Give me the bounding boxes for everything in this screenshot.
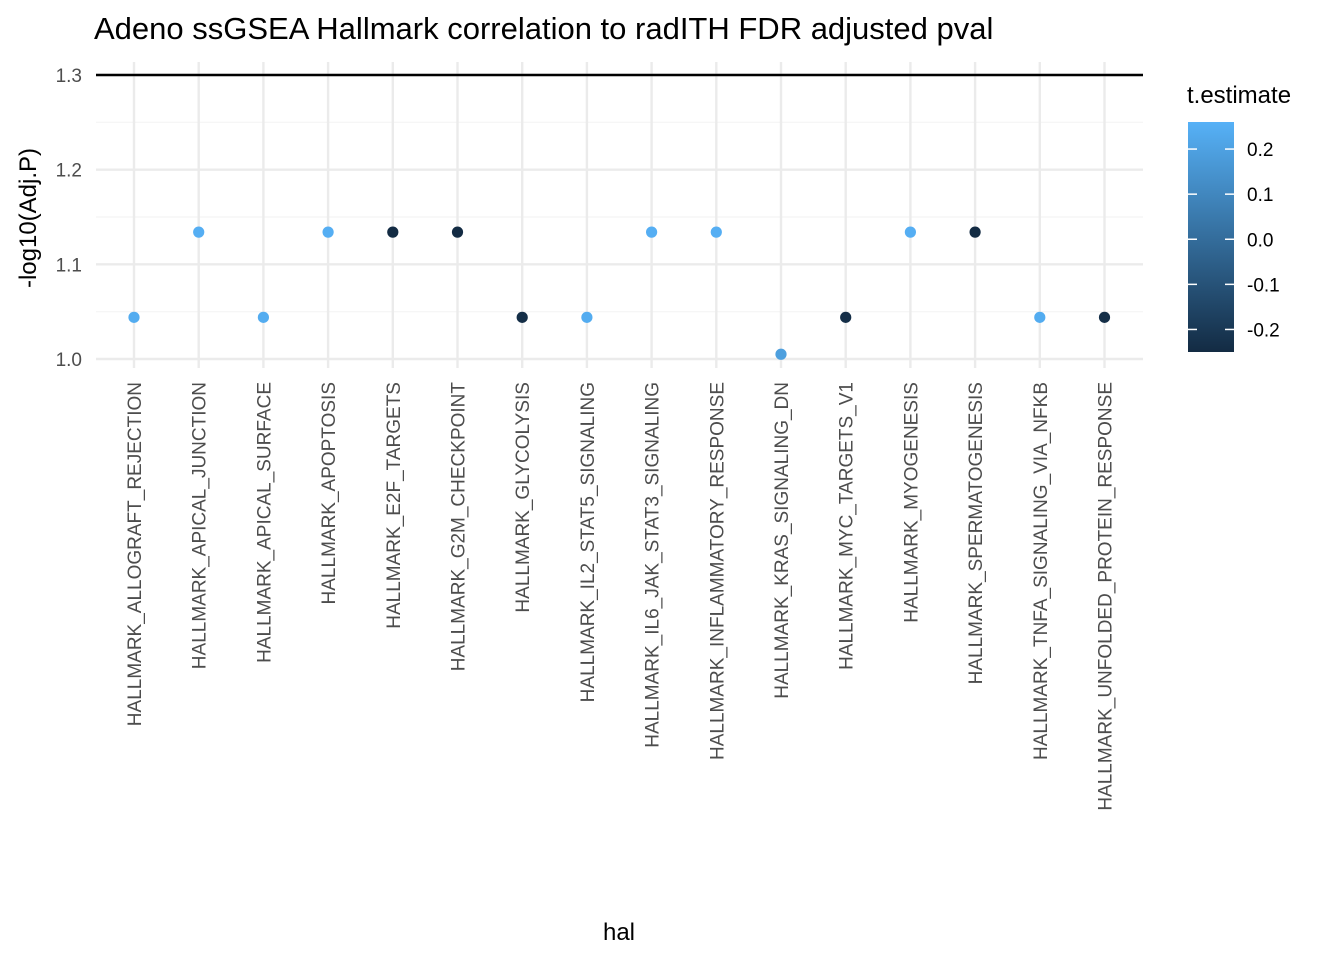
data-point	[840, 311, 852, 323]
data-point	[387, 226, 399, 238]
chart-title: Adeno ssGSEA Hallmark correlation to rad…	[94, 11, 993, 46]
y-axis-ticks: 1.0 1.1 1.2 1.3	[56, 66, 82, 371]
legend-tick-label: -0.2	[1247, 320, 1280, 341]
data-point	[646, 226, 658, 238]
x-tick-label: HALLMARK_APOPTOSIS	[319, 382, 340, 604]
legend-title: t.estimate	[1187, 82, 1291, 109]
x-tick-label: HALLMARK_IL6_JAK_STAT3_SIGNALING	[643, 382, 664, 748]
x-tick-label: HALLMARK_E2F_TARGETS	[384, 382, 405, 629]
x-tick-label: HALLMARK_MYOGENESIS	[901, 382, 922, 623]
data-point	[128, 311, 140, 323]
y-tick-label: 1.1	[56, 255, 82, 276]
data-point	[581, 311, 593, 323]
data-point	[775, 348, 787, 360]
data-point	[710, 226, 722, 238]
x-tick-label: HALLMARK_G2M_CHECKPOINT	[449, 382, 470, 672]
color-legend: t.estimate 0.2 0.1 0.0 -0.1 -0.2	[1187, 82, 1291, 352]
y-tick-label: 1.0	[56, 350, 82, 371]
grid-lines	[96, 62, 1143, 368]
data-point	[1098, 311, 1111, 323]
data-point	[193, 226, 205, 238]
x-tick-label: HALLMARK_IL2_STAT5_SIGNALING	[578, 382, 599, 702]
x-tick-label: HALLMARK_TNFA_SIGNALING_VIA_NFKB	[1031, 382, 1052, 760]
legend-tick-label: 0.2	[1247, 140, 1273, 161]
data-point	[516, 311, 528, 323]
x-tick-label: HALLMARK_UNFOLDED_PROTEIN_RESPONSE	[1096, 382, 1117, 811]
x-tick-label: HALLMARK_APICAL_JUNCTION	[190, 382, 211, 669]
legend-ticks: 0.2 0.1 0.0 -0.1 -0.2	[1188, 140, 1280, 341]
data-point	[969, 226, 981, 238]
legend-tick-label: 0.0	[1247, 230, 1273, 251]
data-point	[451, 226, 464, 238]
y-axis-title: -log10(Adj.P)	[15, 148, 42, 288]
x-tick-label: HALLMARK_APICAL_SURFACE	[254, 382, 275, 663]
data-point	[1034, 311, 1046, 323]
y-tick-label: 1.3	[56, 66, 82, 87]
x-tick-label: HALLMARK_INFLAMMATORY_RESPONSE	[707, 382, 728, 760]
x-tick-label: HALLMARK_ALLOGRAFT_REJECTION	[125, 382, 146, 726]
x-axis-title: hal	[603, 919, 635, 946]
data-point	[904, 226, 917, 238]
legend-colorbar	[1188, 122, 1234, 352]
x-axis-ticks: HALLMARK_ALLOGRAFT_REJECTION HALLMARK_API…	[125, 382, 1117, 811]
data-points	[128, 226, 1111, 360]
y-tick-label: 1.2	[56, 161, 82, 182]
x-tick-label: HALLMARK_KRAS_SIGNALING_DN	[772, 382, 793, 699]
legend-tick-label: -0.1	[1247, 275, 1280, 296]
x-tick-label: HALLMARK_GLYCOLYSIS	[513, 382, 534, 613]
data-point	[322, 226, 334, 238]
legend-tick-label: 0.1	[1247, 185, 1273, 206]
x-tick-label: HALLMARK_SPERMATOGENESIS	[966, 382, 987, 684]
data-point	[257, 311, 269, 323]
x-tick-label: HALLMARK_MYC_TARGETS_V1	[837, 382, 858, 670]
